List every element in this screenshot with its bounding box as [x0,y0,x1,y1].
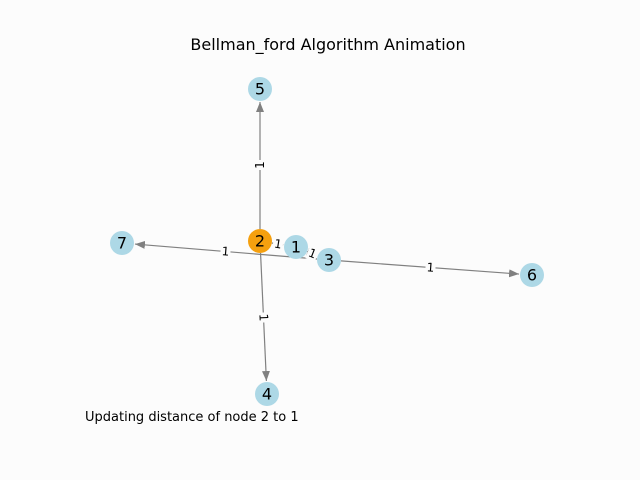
node-circle [248,77,272,101]
edge-weight-label-bg [271,236,285,252]
edge-weight-label-bg [256,312,271,323]
node-circle [255,382,279,406]
node-circle [317,248,341,272]
node-1: 1 [284,235,308,259]
node-label: 3 [324,251,334,270]
node-2: 2 [248,229,272,253]
node-6: 6 [520,263,544,287]
edge-weight-text: 1 [256,313,270,321]
edge-weight-label-bg [424,260,437,275]
edge-weight-text: 1 [273,236,283,251]
edge-weight-label: 1 [424,260,437,275]
node-circle [248,229,272,253]
node-4: 4 [255,382,279,406]
edge-weight-text: 1 [253,161,267,169]
node-label: 1 [291,238,301,257]
node-7: 7 [110,231,134,255]
figure-title: Bellman_ford Algorithm Animation [190,35,465,55]
edge-weight-label: 1 [253,160,267,170]
edge-weight-label-bg [305,245,320,262]
edge-weight-text: 1 [426,260,435,275]
edge-weight-label: 1 [271,236,285,252]
edge-weight-label-bg [219,244,232,259]
node-label: 6 [527,266,537,285]
edge-weight-label-bg [253,160,267,170]
node-circle [110,231,134,255]
node-label: 2 [255,232,265,251]
edge-weight-label: 1 [305,245,320,262]
edge-weight-label: 1 [256,312,271,323]
node-3: 3 [317,248,341,272]
edges-layer [134,102,520,382]
edge-weight-label: 1 [219,244,232,259]
status-text: Updating distance of node 2 to 1 [85,410,299,425]
node-label: 7 [117,234,127,253]
node-circle [284,235,308,259]
node-5: 5 [248,77,272,101]
node-circle [520,263,544,287]
edge-weight-text: 1 [221,244,230,259]
node-label: 4 [262,385,272,404]
node-label: 5 [255,80,265,99]
